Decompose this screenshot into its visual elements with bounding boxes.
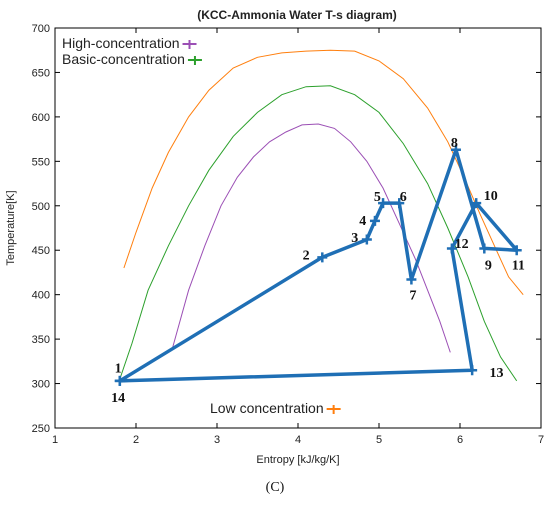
cycle-point-marker (446, 243, 457, 254)
y-tick-label: 500 (32, 201, 50, 213)
state-point-label: 2 (303, 249, 310, 264)
y-tick-label: 600 (32, 112, 50, 124)
figure-caption: (C) (265, 480, 285, 495)
y-tick-label: 250 (32, 423, 50, 435)
state-point-label: 6 (400, 190, 407, 205)
chart-title: (KCC-Ammonia Water T-s diagram) (197, 8, 397, 22)
y-tick-label: 300 (32, 379, 50, 391)
state-point-label: 4 (359, 214, 366, 229)
cycle-point-marker (369, 215, 380, 226)
series-layer (119, 49, 524, 382)
cycle-line (118, 148, 519, 383)
state-point-label: 1 (115, 362, 122, 377)
state-point-label: 7 (410, 289, 417, 304)
series-line-high-concentration (172, 123, 451, 353)
state-point-label: 13 (489, 366, 503, 381)
cycle-point-marker (450, 144, 461, 155)
state-point-label: 3 (351, 231, 358, 246)
cycle-point-marker (479, 243, 490, 254)
cycle-point-marker (467, 365, 478, 376)
cycle-point-marker (511, 245, 522, 256)
cycle-layer (114, 144, 522, 386)
state-point-label: 5 (374, 190, 381, 205)
point-labels: 1 14 2 345 6 7 8 9 10 11 12 13 (111, 136, 525, 406)
state-point-label: 8 (451, 136, 458, 151)
legend-label: High-concentration (62, 35, 180, 51)
series-line-basic-concentration (119, 85, 518, 382)
legend-marker (187, 56, 202, 65)
x-tick-label: 1 (52, 434, 58, 446)
state-point-label: 12 (455, 237, 469, 252)
state-point-label: 9 (485, 258, 492, 273)
cycle-point-marker (471, 198, 482, 209)
y-tick-label: 350 (32, 334, 50, 346)
cycle-point-marker (378, 198, 389, 209)
state-point-label: 14 (111, 391, 125, 406)
y-tick-label: 650 (32, 67, 50, 79)
cycle-point-marker (114, 375, 125, 386)
cycle-point-marker (394, 198, 405, 209)
x-tick-label: 7 (538, 434, 544, 446)
legend-label: Low concentration (210, 400, 324, 416)
x-tick-label: 5 (376, 434, 382, 446)
state-point-label: 10 (484, 189, 498, 204)
y-axis-label: Temperature[K] (5, 190, 17, 265)
cycle-point-marker (361, 234, 372, 245)
x-tick-label: 3 (214, 434, 220, 446)
y-tick-label: 450 (32, 245, 50, 257)
x-axis-label: Entropy [kJ/kg/K] (256, 454, 339, 466)
x-tick-label: 2 (133, 434, 139, 446)
y-tick-label: 700 (32, 23, 50, 35)
x-tick-label: 4 (295, 434, 301, 446)
y-tick-label: 400 (32, 290, 50, 302)
x-tick-label: 6 (457, 434, 463, 446)
state-point-label: 11 (512, 258, 525, 273)
y-axis: 250 300 350 400 450 500 550 600 650 700 (32, 23, 541, 435)
y-tick-label: 550 (32, 156, 50, 168)
cycle-point-marker (317, 252, 328, 263)
legend-marker (182, 40, 197, 49)
plot-area-frame (54, 27, 542, 429)
legend-marker (326, 405, 341, 414)
cycle-point-marker (406, 274, 417, 285)
legend-label: Basic-concentration (62, 51, 185, 67)
